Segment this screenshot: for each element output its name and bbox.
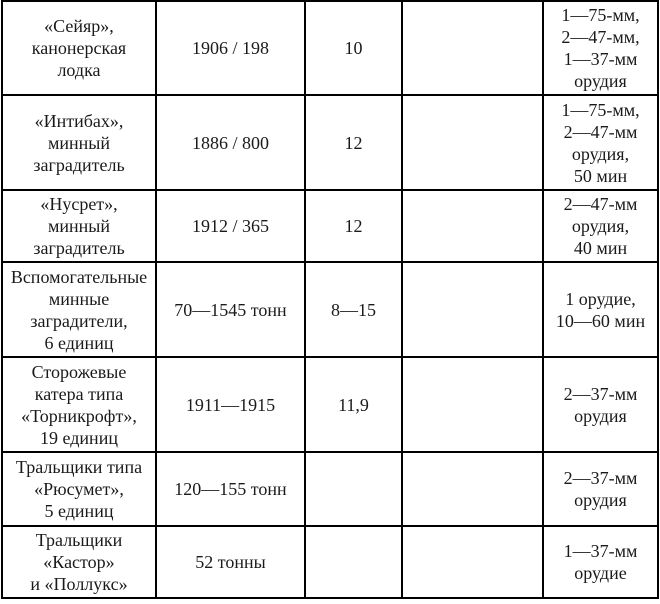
year-displacement-cell: 70—1545 тонн xyxy=(155,261,306,358)
speed-cell: 11,9 xyxy=(304,356,403,453)
table-row: «Нусрет», минный заградитель 1912 / 365 … xyxy=(1,189,659,263)
ship-name-cell: «Сейяр», канонерская лодка xyxy=(1,0,157,96)
armament-cell: 1—75-мм, 2—47-мм, 1—37-мм орудия xyxy=(542,0,659,96)
table-row: Сторожевые катера типа «Торникрофт», 19 … xyxy=(1,356,659,453)
blank-cell xyxy=(401,261,544,358)
table-row: Вспомогательные минные заградители, 6 ед… xyxy=(1,261,659,358)
table-row: Тральщики «Кастор» и «Поллукс» 52 тонны … xyxy=(1,525,659,599)
blank-cell xyxy=(401,525,544,599)
ship-name-cell: Тральщики типа «Рюсумет», 5 единиц xyxy=(1,451,157,527)
blank-cell xyxy=(401,0,544,96)
table-row: «Интибах», минный заградитель 1886 / 800… xyxy=(1,94,659,191)
year-displacement-cell: 120—155 тонн xyxy=(155,451,306,527)
ship-name-cell: «Интибах», минный заградитель xyxy=(1,94,157,191)
table-row: Тральщики типа «Рюсумет», 5 единиц 120—1… xyxy=(1,451,659,527)
speed-cell: 12 xyxy=(304,189,403,263)
armament-cell: 1—37-мм орудие xyxy=(542,525,659,599)
year-displacement-cell: 52 тонны xyxy=(155,525,306,599)
ship-name-cell: «Нусрет», минный заградитель xyxy=(1,189,157,263)
armament-cell: 2—37-мм орудия xyxy=(542,451,659,527)
blank-cell xyxy=(401,451,544,527)
ship-name-cell: Сторожевые катера типа «Торникрофт», 19 … xyxy=(1,356,157,453)
armament-cell: 2—37-мм орудия xyxy=(542,356,659,453)
year-displacement-cell: 1911—1915 xyxy=(155,356,306,453)
year-displacement-cell: 1886 / 800 xyxy=(155,94,306,191)
blank-cell xyxy=(401,356,544,453)
ship-name-cell: Вспомогательные минные заградители, 6 ед… xyxy=(1,261,157,358)
armament-cell: 1—75-мм, 2—47-мм орудия, 50 мин xyxy=(542,94,659,191)
speed-cell: 10 xyxy=(304,0,403,96)
table-row: «Сейяр», канонерская лодка 1906 / 198 10… xyxy=(1,0,659,96)
speed-cell: 12 xyxy=(304,94,403,191)
blank-cell xyxy=(401,94,544,191)
year-displacement-cell: 1912 / 365 xyxy=(155,189,306,263)
blank-cell xyxy=(401,189,544,263)
armament-cell: 2—47-мм орудия, 40 мин xyxy=(542,189,659,263)
ship-name-cell: Тральщики «Кастор» и «Поллукс» xyxy=(1,525,157,599)
speed-cell xyxy=(304,525,403,599)
speed-cell: 8—15 xyxy=(304,261,403,358)
armament-cell: 1 орудие, 10—60 мин xyxy=(542,261,659,358)
year-displacement-cell: 1906 / 198 xyxy=(155,0,306,96)
speed-cell xyxy=(304,451,403,527)
